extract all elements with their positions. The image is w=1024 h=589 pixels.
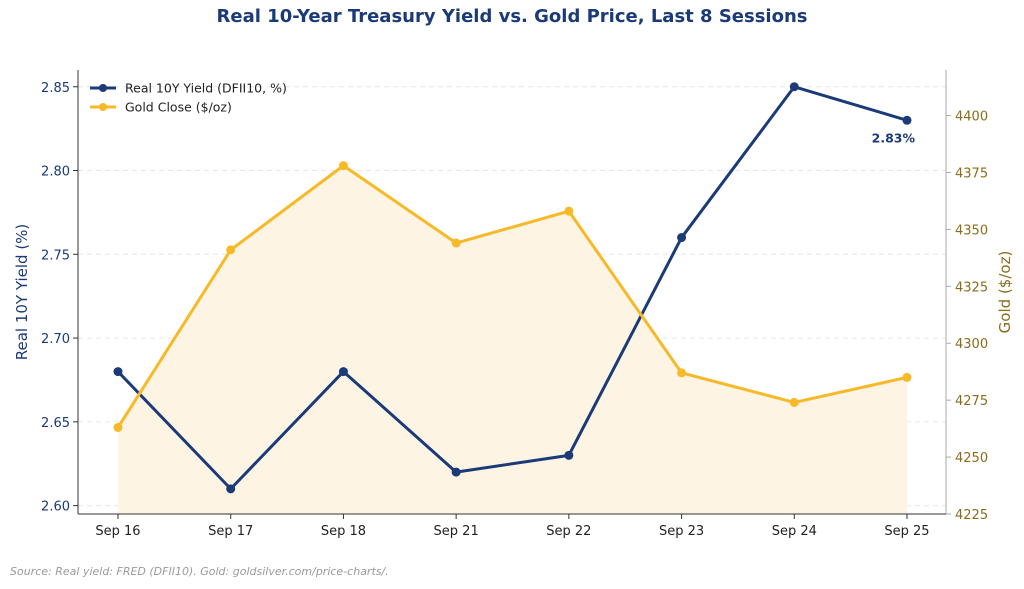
left-tick-label: 2.80 — [41, 165, 70, 180]
axes: 2.60 2.65 2.70 2.75 2.80 2.85 4225 4250 4275 4300… — [13, 70, 1014, 539]
right-tick-label: 4350 — [955, 223, 988, 238]
gold-point — [677, 368, 687, 378]
legend-label: Real 10Y Yield (DFII10, %) — [125, 81, 287, 96]
right-tick-label: 4300 — [955, 337, 988, 352]
left-tick-label: 2.75 — [41, 248, 70, 263]
legend-swatch-marker — [99, 103, 107, 111]
chart-title: Real 10-Year Treasury Yield vs. Gold Pri… — [216, 6, 808, 27]
x-tick-label: Sep 24 — [772, 524, 817, 539]
x-tick-label: Sep 25 — [884, 524, 929, 539]
legend-swatch-marker — [99, 84, 107, 92]
yield-point — [902, 115, 912, 125]
left-axis-label: Real 10Y Yield (%) — [13, 224, 31, 361]
gold-point — [338, 161, 348, 171]
right-tick-label: 4325 — [955, 280, 988, 295]
gold-area — [118, 165, 907, 514]
right-tick-label: 4275 — [955, 394, 988, 409]
right-tick-label: 4400 — [955, 110, 988, 125]
gold-line — [116, 164, 909, 429]
gold-point — [113, 422, 123, 432]
left-tick-label: 2.60 — [41, 500, 70, 515]
x-tick-label: Sep 17 — [208, 524, 253, 539]
yield-point — [226, 484, 236, 494]
left-tick-label: 2.70 — [41, 332, 70, 347]
yield-point — [113, 367, 123, 377]
x-tick-label: Sep 23 — [659, 524, 704, 539]
legend-label: Gold Close ($/oz) — [125, 100, 232, 115]
right-tick-label: 4375 — [955, 166, 988, 181]
yield-point — [789, 82, 799, 92]
yield-line — [116, 85, 909, 491]
gold-point — [451, 238, 461, 248]
legend: Real 10Y Yield (DFII10, %) Gold Close ($/… — [90, 81, 287, 115]
x-tick-label: Sep 21 — [434, 524, 479, 539]
gold-point — [902, 372, 912, 382]
yield-point — [677, 233, 687, 243]
series-lines: 2.83% — [113, 82, 916, 494]
left-tick-label: 2.85 — [41, 81, 70, 96]
yield-point — [564, 450, 574, 460]
left-tick-label: 2.65 — [41, 416, 70, 431]
x-tick-label: Sep 22 — [546, 524, 591, 539]
yield-point — [338, 367, 348, 377]
x-tick-label: Sep 16 — [95, 524, 140, 539]
yield-point — [451, 467, 461, 477]
gold-area-fill — [118, 165, 907, 514]
source-note: Source: Real yield: FRED (DFII10). Gold:… — [10, 565, 389, 578]
x-tick-label: Sep 18 — [321, 524, 366, 539]
yield-last-value-label: 2.83% — [872, 130, 916, 145]
gold-point — [789, 397, 799, 407]
gold-point — [564, 206, 574, 216]
right-tick-label: 4225 — [955, 508, 988, 523]
right-tick-label: 4250 — [955, 451, 988, 466]
right-axis-label: Gold ($/oz) — [996, 251, 1014, 334]
gold-point — [226, 245, 236, 255]
